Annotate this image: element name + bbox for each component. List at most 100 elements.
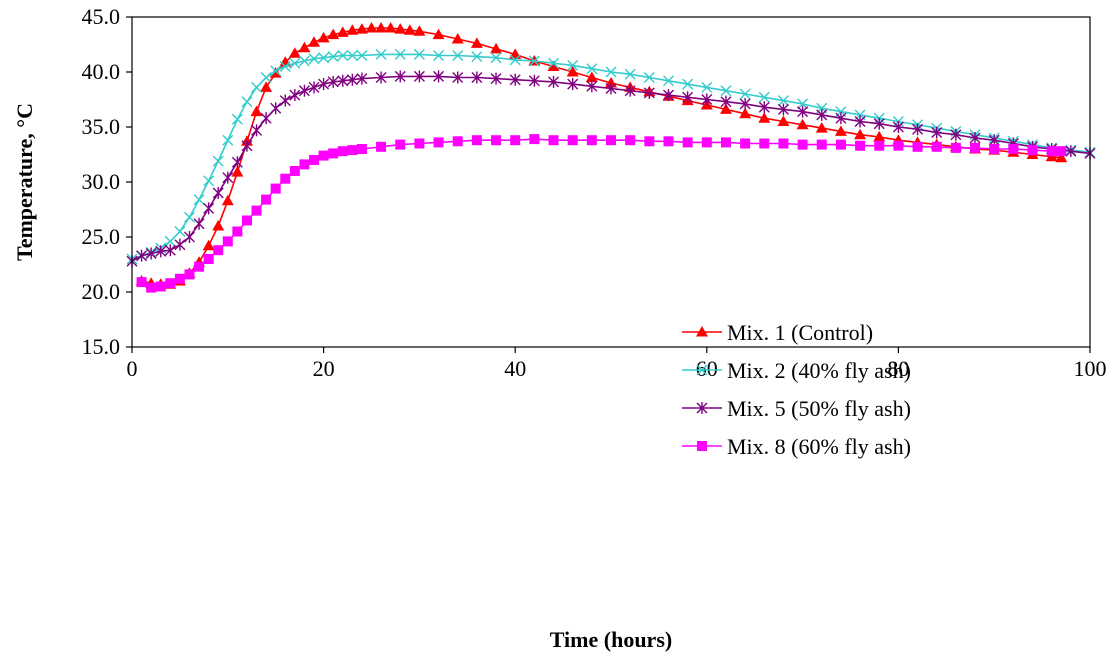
legend-item: Mix. 1 (Control) xyxy=(682,320,873,345)
data-point xyxy=(155,281,166,292)
data-point xyxy=(892,121,904,133)
data-point xyxy=(470,37,483,48)
series-1 xyxy=(135,22,1068,289)
data-point xyxy=(586,63,598,75)
data-point xyxy=(529,134,540,145)
data-point xyxy=(835,139,846,150)
y-tick-label: 40.0 xyxy=(82,59,121,84)
data-point xyxy=(232,226,243,237)
data-point xyxy=(1027,145,1038,156)
data-point xyxy=(739,88,751,100)
data-point xyxy=(327,75,339,88)
data-point xyxy=(203,175,215,187)
data-point xyxy=(202,239,215,251)
data-point xyxy=(855,140,866,151)
y-tick-label: 30.0 xyxy=(82,169,121,194)
series-4 xyxy=(136,134,1067,293)
data-point xyxy=(288,47,301,58)
data-point xyxy=(624,84,636,97)
data-point xyxy=(346,24,359,35)
data-point xyxy=(1055,151,1068,163)
data-point xyxy=(414,138,425,149)
data-point xyxy=(356,50,368,61)
data-point xyxy=(471,135,482,146)
data-point xyxy=(221,194,234,206)
data-point xyxy=(280,173,291,184)
data-point xyxy=(289,89,301,102)
x-tick-label: 100 xyxy=(1074,356,1107,381)
data-point xyxy=(413,70,425,83)
plot-area-frame xyxy=(131,16,1091,348)
data-point xyxy=(136,277,147,288)
data-point xyxy=(471,71,483,84)
data-point xyxy=(528,55,540,67)
data-point xyxy=(136,249,148,262)
data-point xyxy=(625,135,636,146)
data-point xyxy=(509,73,521,86)
legend-swatch-marker xyxy=(696,326,708,337)
y-tick-label: 20.0 xyxy=(82,279,121,304)
data-point xyxy=(193,217,205,230)
data-point xyxy=(452,50,464,61)
data-point xyxy=(739,107,752,119)
data-point xyxy=(701,137,712,148)
data-point xyxy=(796,118,809,130)
legend-item: Mix. 5 (50% fly ash) xyxy=(682,396,911,421)
data-point xyxy=(413,25,426,36)
data-point xyxy=(347,145,358,156)
data-point xyxy=(605,82,617,95)
data-point xyxy=(260,81,273,92)
data-point xyxy=(643,86,655,99)
data-point xyxy=(777,103,789,116)
data-point xyxy=(720,137,731,148)
data-point xyxy=(213,245,224,256)
data-point xyxy=(682,91,694,104)
data-point xyxy=(624,68,636,80)
data-point xyxy=(509,54,521,66)
data-point xyxy=(337,74,349,87)
data-point xyxy=(251,81,263,93)
data-point xyxy=(212,220,225,231)
data-point xyxy=(145,247,157,260)
data-point xyxy=(193,194,205,206)
series-2 xyxy=(126,48,1096,265)
data-point xyxy=(701,93,713,106)
data-point xyxy=(269,67,282,78)
data-point xyxy=(567,135,578,146)
data-point xyxy=(270,102,282,115)
data-point xyxy=(270,183,281,194)
data-point xyxy=(1056,146,1067,157)
data-point xyxy=(777,95,789,107)
data-point xyxy=(203,254,214,264)
data-point xyxy=(413,48,425,60)
data-point xyxy=(384,22,397,33)
data-point xyxy=(643,72,655,83)
data-point xyxy=(873,130,886,142)
data-point xyxy=(1046,146,1057,157)
data-point xyxy=(816,108,828,121)
data-point xyxy=(165,278,176,289)
data-point xyxy=(250,105,263,117)
legend-label: Mix. 1 (Control) xyxy=(727,320,873,345)
data-point xyxy=(777,115,790,126)
data-point xyxy=(308,53,320,65)
data-point xyxy=(183,211,195,223)
data-point xyxy=(586,80,598,93)
data-point xyxy=(279,94,291,107)
x-tick-label: 20 xyxy=(313,356,335,381)
data-point xyxy=(194,261,205,272)
y-tick-label: 45.0 xyxy=(82,4,121,29)
data-point xyxy=(586,135,597,146)
data-point xyxy=(336,26,349,37)
data-point xyxy=(394,48,406,60)
data-point xyxy=(797,139,808,150)
data-point xyxy=(432,28,445,40)
data-point xyxy=(337,146,348,157)
data-point xyxy=(146,282,157,293)
legend-swatch-marker xyxy=(697,441,707,451)
data-point xyxy=(346,50,358,61)
data-point xyxy=(174,273,185,284)
data-point xyxy=(585,71,598,82)
data-point xyxy=(644,136,655,147)
